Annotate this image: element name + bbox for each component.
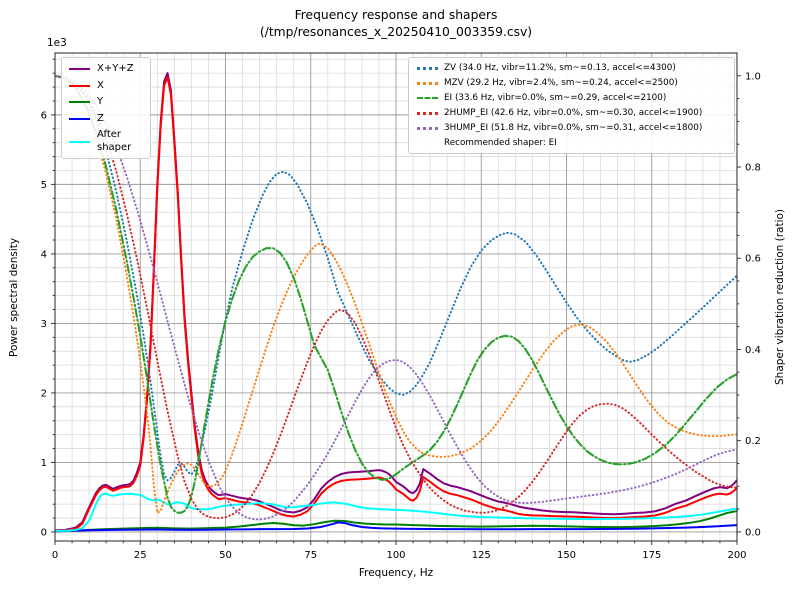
x-tick-label: 200 — [727, 550, 746, 561]
legend-item: X+Y+Z — [69, 63, 143, 76]
y-left-tick-label: 3 — [41, 319, 47, 330]
x-tick-label: 175 — [642, 550, 661, 561]
series-shaper-mzv — [55, 74, 737, 514]
chart-title-line1: Frequency response and shapers — [294, 8, 498, 22]
legend-item: 2HUMP_EI (42.6 Hz, vibr=0.0%, sm~=0.30, … — [417, 108, 726, 119]
recommended-shaper-text: Recommended shaper: EI — [444, 137, 557, 148]
legend-line-sample — [417, 111, 438, 115]
legend-item-label: X+Y+Z — [97, 63, 134, 74]
legend-line-sample — [417, 81, 438, 85]
x-tick-label: 0 — [52, 550, 58, 561]
y-right-tick-label: 1.0 — [745, 71, 761, 82]
legend-line-sample — [69, 101, 90, 104]
y-right-tick-label: 0.2 — [745, 436, 761, 447]
legend-item-label: 2HUMP_EI (42.6 Hz, vibr=0.0%, sm~=0.30, … — [444, 107, 703, 118]
series-shaper-zv — [55, 74, 737, 482]
y-left-tick-label: 2 — [41, 388, 47, 399]
chart-title-line2: (/tmp/resonances_x_20250410_003359.csv) — [259, 24, 533, 39]
x-tick-label: 50 — [219, 550, 232, 561]
legend-line-sample — [69, 84, 90, 87]
y-right-tick-label: 0.0 — [745, 527, 761, 538]
legend-item-label: 3HUMP_EI (51.8 Hz, vibr=0.0%, sm~=0.31, … — [444, 122, 703, 133]
legend-item: 3HUMP_EI (51.8 Hz, vibr=0.0%, sm~=0.31, … — [417, 123, 726, 134]
y-right-tick-label: 0.6 — [745, 254, 761, 265]
psd-curves — [55, 72, 737, 533]
x-tick-label: 125 — [472, 550, 491, 561]
legend-line-sample — [417, 97, 438, 100]
legend-item: Recommended shaper: EI — [417, 138, 726, 149]
y-left-tick-label: 5 — [41, 180, 47, 191]
x-tick-label: 100 — [386, 550, 405, 561]
chart-title: Frequency response and shapers (/tmp/res… — [55, 7, 737, 40]
y-axis-offset-text: 1e3 — [47, 37, 67, 49]
y-left-tick-label: 0 — [41, 527, 47, 538]
shaper-curves — [55, 74, 737, 521]
series-psd-x — [55, 75, 737, 532]
series-psd-y — [55, 510, 737, 533]
series-psd-after-shaper — [55, 492, 737, 532]
y-right-tick-label: 0.8 — [745, 163, 761, 174]
legend-item-label: Z — [97, 112, 104, 124]
x-axis-label: Frequency, Hz — [358, 567, 434, 579]
legend-shapers: ZV (34.0 Hz, vibr=11.2%, sm~=0.13, accel… — [408, 57, 735, 155]
y-axis-label-right: Shaper vibration reduction (ratio) — [774, 208, 786, 386]
legend-line-sample — [417, 66, 438, 70]
y-axis-label-left: Power spectral density — [8, 237, 20, 357]
y-left-tick-label: 6 — [41, 110, 47, 121]
series-shaper-ei — [55, 74, 737, 514]
legend-item-label: MZV (29.2 Hz, vibr=2.4%, sm~=0.24, accel… — [444, 77, 678, 88]
series-shaper-3hump-ei — [55, 74, 737, 521]
legend-item-label: X — [97, 79, 104, 91]
tick-labels: 0 25 50 75 100 125 150 175 200 0 1 2 3 4 5 6 0.0 0.2 0.4 0.… — [41, 71, 761, 561]
legend-item: X — [69, 80, 143, 93]
y-left-tick-label: 1 — [41, 458, 47, 469]
legend-item-label: EI (33.6 Hz, vibr=0.0%, sm~=0.29, accel<… — [444, 92, 667, 103]
series-psd-z — [55, 521, 737, 533]
legend-line-sample — [69, 140, 90, 143]
series-shaper-2hump-ei — [55, 74, 737, 520]
legend-line-sample — [69, 117, 90, 120]
legend-line-sample — [69, 68, 90, 71]
legend-item: After shaper — [69, 129, 143, 154]
x-tick-label: 75 — [304, 550, 317, 561]
y-left-tick-label: 4 — [41, 249, 47, 260]
legend-item: EI (33.6 Hz, vibr=0.0%, sm~=0.29, accel<… — [417, 93, 726, 104]
legend-item: Z — [69, 113, 143, 126]
y-right-tick-label: 0.4 — [745, 345, 761, 356]
legend-item: MZV (29.2 Hz, vibr=2.4%, sm~=0.24, accel… — [417, 78, 726, 89]
x-tick-label: 150 — [557, 550, 576, 561]
legend-psd: X+Y+Z X Y Z After shaper — [61, 57, 151, 159]
x-tick-label: 25 — [134, 550, 147, 561]
legend-item: ZV (34.0 Hz, vibr=11.2%, sm~=0.13, accel… — [417, 63, 726, 74]
legend-line-sample — [417, 126, 438, 130]
axis-ticks — [51, 58, 741, 545]
legend-item: Y — [69, 96, 143, 109]
legend-item-label: ZV (34.0 Hz, vibr=11.2%, sm~=0.13, accel… — [444, 63, 676, 73]
legend-item-label: After shaper — [97, 129, 132, 153]
legend-item-label: Y — [97, 96, 104, 107]
